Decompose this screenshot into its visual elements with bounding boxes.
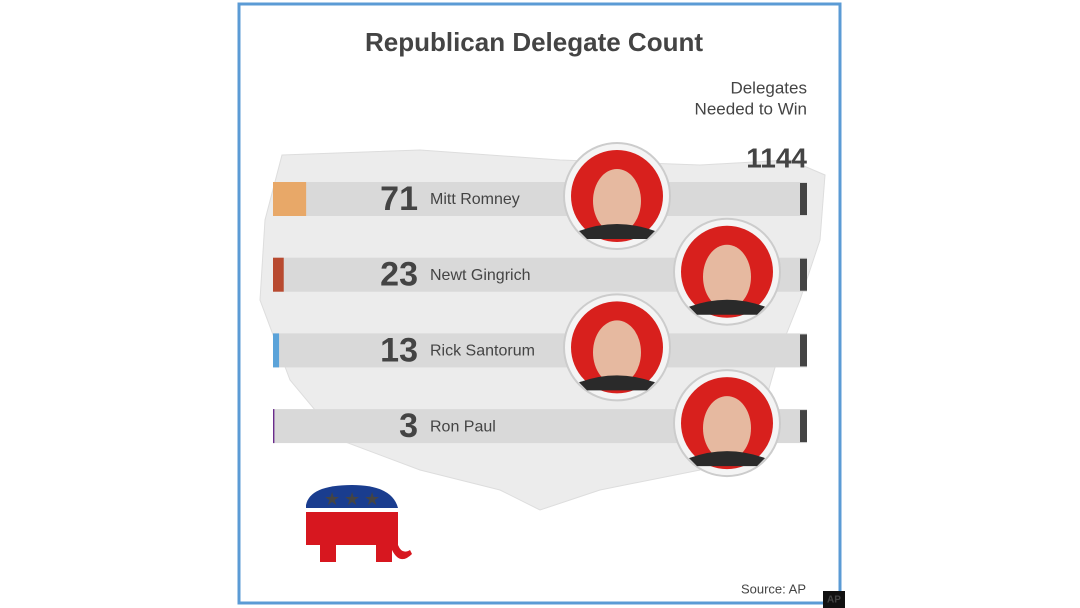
bar xyxy=(273,182,307,216)
value-label: 23 xyxy=(380,256,418,294)
candidate-name: Rick Santorum xyxy=(430,343,535,360)
value-label: 71 xyxy=(380,180,418,218)
target-label: Delegates xyxy=(730,78,807,97)
portrait-face xyxy=(703,244,751,309)
portrait-suit xyxy=(689,299,765,315)
portrait-suit xyxy=(689,451,765,467)
portrait-face xyxy=(703,396,751,461)
bar xyxy=(273,333,280,368)
target-label: Needed to Win xyxy=(695,99,807,118)
candidate-name: Ron Paul xyxy=(430,418,496,435)
bar xyxy=(273,257,284,292)
candidate-name: Newt Gingrich xyxy=(430,267,530,284)
star: ★ xyxy=(364,489,380,509)
candidate-name: Mitt Romney xyxy=(430,191,520,208)
bars: 71 Mitt Romney 23 Newt Gingrich 13 Rick Santo… xyxy=(273,142,807,478)
badge-bg xyxy=(823,591,845,608)
badge: AP xyxy=(827,595,841,606)
source: Source: AP xyxy=(741,581,806,596)
star: ★ xyxy=(344,489,360,509)
bar-track xyxy=(273,182,807,216)
value-label: 13 xyxy=(380,331,418,369)
target-marker xyxy=(800,258,807,291)
portrait-suit xyxy=(579,375,655,391)
portrait-face xyxy=(593,320,641,385)
target-value: 1144 xyxy=(746,142,807,173)
star: ★ xyxy=(324,489,340,509)
target-marker xyxy=(800,410,807,443)
target-marker xyxy=(800,183,807,215)
bar-track xyxy=(273,333,807,368)
portrait-suit xyxy=(579,224,655,239)
portrait-face xyxy=(593,169,641,233)
target-marker xyxy=(800,334,807,367)
value-label: 3 xyxy=(399,407,418,445)
chart-title: Republican Delegate Count xyxy=(365,27,703,57)
gop-logo: ★ ★ ★ xyxy=(306,485,412,562)
bar xyxy=(273,409,275,444)
